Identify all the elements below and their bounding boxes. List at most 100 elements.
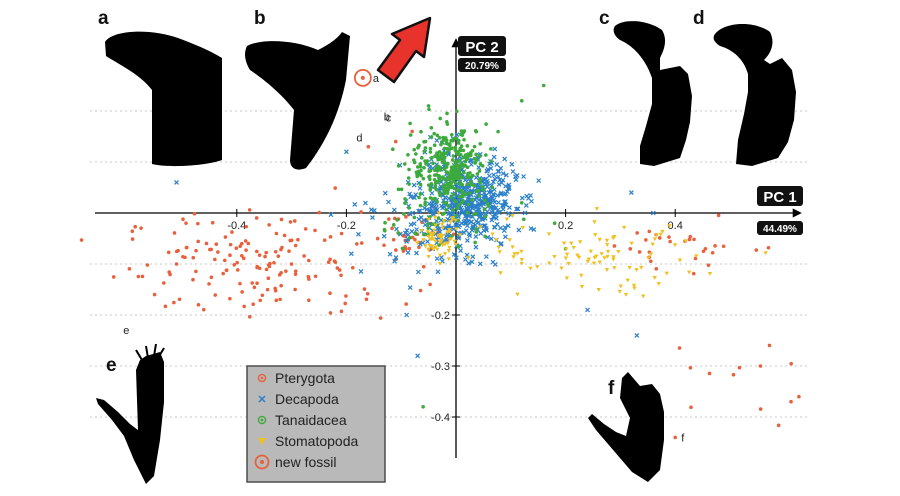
data-point-pterygota xyxy=(628,247,633,251)
y-axis-title-bg xyxy=(458,36,506,56)
data-point-decapoda xyxy=(529,198,534,204)
data-point-tanaidacea xyxy=(420,156,424,160)
data-point-tanaidacea xyxy=(465,144,470,148)
data-point-pterygota xyxy=(407,246,412,251)
data-point-pterygota xyxy=(401,249,406,253)
data-point-stomatopoda xyxy=(447,228,452,232)
data-point-pterygota xyxy=(130,229,135,233)
data-point-pterygota xyxy=(688,234,693,239)
data-point-decapoda xyxy=(492,211,498,217)
data-point-tanaidacea xyxy=(459,132,463,137)
data-point-decapoda xyxy=(425,239,430,244)
data-point-stomatopoda xyxy=(611,255,616,260)
silhouette-c-icon xyxy=(613,21,692,166)
red-arrow-icon xyxy=(376,16,432,84)
data-point-decapoda xyxy=(432,208,438,214)
data-point-decapoda xyxy=(500,171,506,176)
data-point-tanaidacea xyxy=(428,174,432,179)
data-point-tanaidacea xyxy=(449,171,453,176)
data-point-tanaidacea xyxy=(459,144,464,148)
data-point-decapoda xyxy=(462,185,468,191)
data-point-decapoda xyxy=(477,201,483,207)
data-point-tanaidacea xyxy=(419,129,423,134)
data-point-stomatopoda xyxy=(683,239,688,244)
data-point-tanaidacea xyxy=(483,198,487,203)
data-point-pterygota xyxy=(213,293,218,297)
data-point-stomatopoda xyxy=(429,234,435,239)
data-point-decapoda xyxy=(382,190,388,196)
data-point-stomatopoda xyxy=(664,271,669,276)
data-point-tanaidacea xyxy=(423,202,427,207)
data-point-pterygota xyxy=(657,236,662,240)
data-point-stomatopoda xyxy=(597,260,602,265)
data-point-decapoda xyxy=(500,177,506,183)
data-point-stomatopoda xyxy=(454,227,459,232)
data-point-pterygota xyxy=(250,281,254,285)
data-point-decapoda xyxy=(495,207,501,213)
data-point-tanaidacea xyxy=(437,135,442,140)
y-tick-label: -0.2 xyxy=(431,310,450,322)
data-point-tanaidacea xyxy=(448,177,452,182)
data-point-stomatopoda xyxy=(478,225,483,230)
data-point-pterygota xyxy=(326,260,331,265)
data-point-stomatopoda xyxy=(423,244,428,249)
data-point-tanaidacea xyxy=(463,153,468,157)
data-point-stomatopoda xyxy=(561,241,567,246)
data-point-pterygota xyxy=(354,242,359,246)
data-point-pterygota xyxy=(284,269,288,273)
data-point-stomatopoda xyxy=(594,207,600,211)
data-point-pterygota xyxy=(706,263,711,267)
data-point-tanaidacea xyxy=(474,129,479,134)
data-point-stomatopoda xyxy=(604,243,610,247)
data-point-decapoda xyxy=(492,176,498,182)
data-point-decapoda xyxy=(458,205,464,211)
data-point-tanaidacea xyxy=(478,177,482,182)
data-point-stomatopoda xyxy=(426,234,431,239)
data-point-pterygota xyxy=(410,129,414,134)
data-point-stomatopoda xyxy=(617,289,622,294)
data-points xyxy=(79,68,801,440)
data-point-pterygota xyxy=(428,282,432,287)
data-point-tanaidacea xyxy=(395,218,400,222)
data-point-stomatopoda xyxy=(430,247,436,252)
data-point-pterygota xyxy=(789,361,793,366)
data-point-stomatopoda xyxy=(641,294,646,299)
data-point-tanaidacea xyxy=(442,146,447,151)
data-point-decapoda xyxy=(473,244,479,250)
data-point-pterygota xyxy=(707,371,712,376)
data-point-decapoda xyxy=(628,190,634,196)
data-point-decapoda xyxy=(496,200,501,205)
data-point-tanaidacea xyxy=(403,197,407,201)
data-point-pterygota xyxy=(224,268,229,273)
data-point-pterygota xyxy=(404,215,408,219)
data-point-decapoda xyxy=(470,203,475,209)
data-point-decapoda xyxy=(469,259,475,265)
data-point-decapoda xyxy=(343,149,349,155)
data-point-tanaidacea xyxy=(460,162,464,166)
data-point-stomatopoda xyxy=(597,237,602,242)
data-point-tanaidacea xyxy=(478,141,483,146)
data-point-pterygota xyxy=(701,249,706,254)
data-point-decapoda xyxy=(392,258,397,264)
data-point-pterygota xyxy=(365,291,370,296)
legend-label: Tanaidacea xyxy=(275,412,347,428)
data-point-stomatopoda xyxy=(656,281,661,286)
data-point-stomatopoda xyxy=(450,216,455,220)
data-point-stomatopoda xyxy=(425,230,431,235)
data-point-decapoda xyxy=(505,223,511,229)
data-point-tanaidacea xyxy=(455,206,460,210)
data-point-tanaidacea xyxy=(455,109,459,114)
data-point-tanaidacea xyxy=(396,164,401,168)
data-point-stomatopoda xyxy=(447,237,452,242)
data-point-decapoda xyxy=(485,168,490,174)
data-point-pterygota xyxy=(362,287,367,291)
data-point-pterygota xyxy=(421,264,426,269)
legend-marker xyxy=(258,438,266,445)
data-point-pterygota xyxy=(184,245,189,250)
data-point-tanaidacea xyxy=(489,159,493,163)
data-point-pterygota xyxy=(251,302,256,306)
data-point-tanaidacea xyxy=(422,165,426,170)
data-point-decapoda xyxy=(356,231,361,237)
data-point-tanaidacea xyxy=(450,234,454,238)
data-point-pterygota xyxy=(274,231,279,236)
